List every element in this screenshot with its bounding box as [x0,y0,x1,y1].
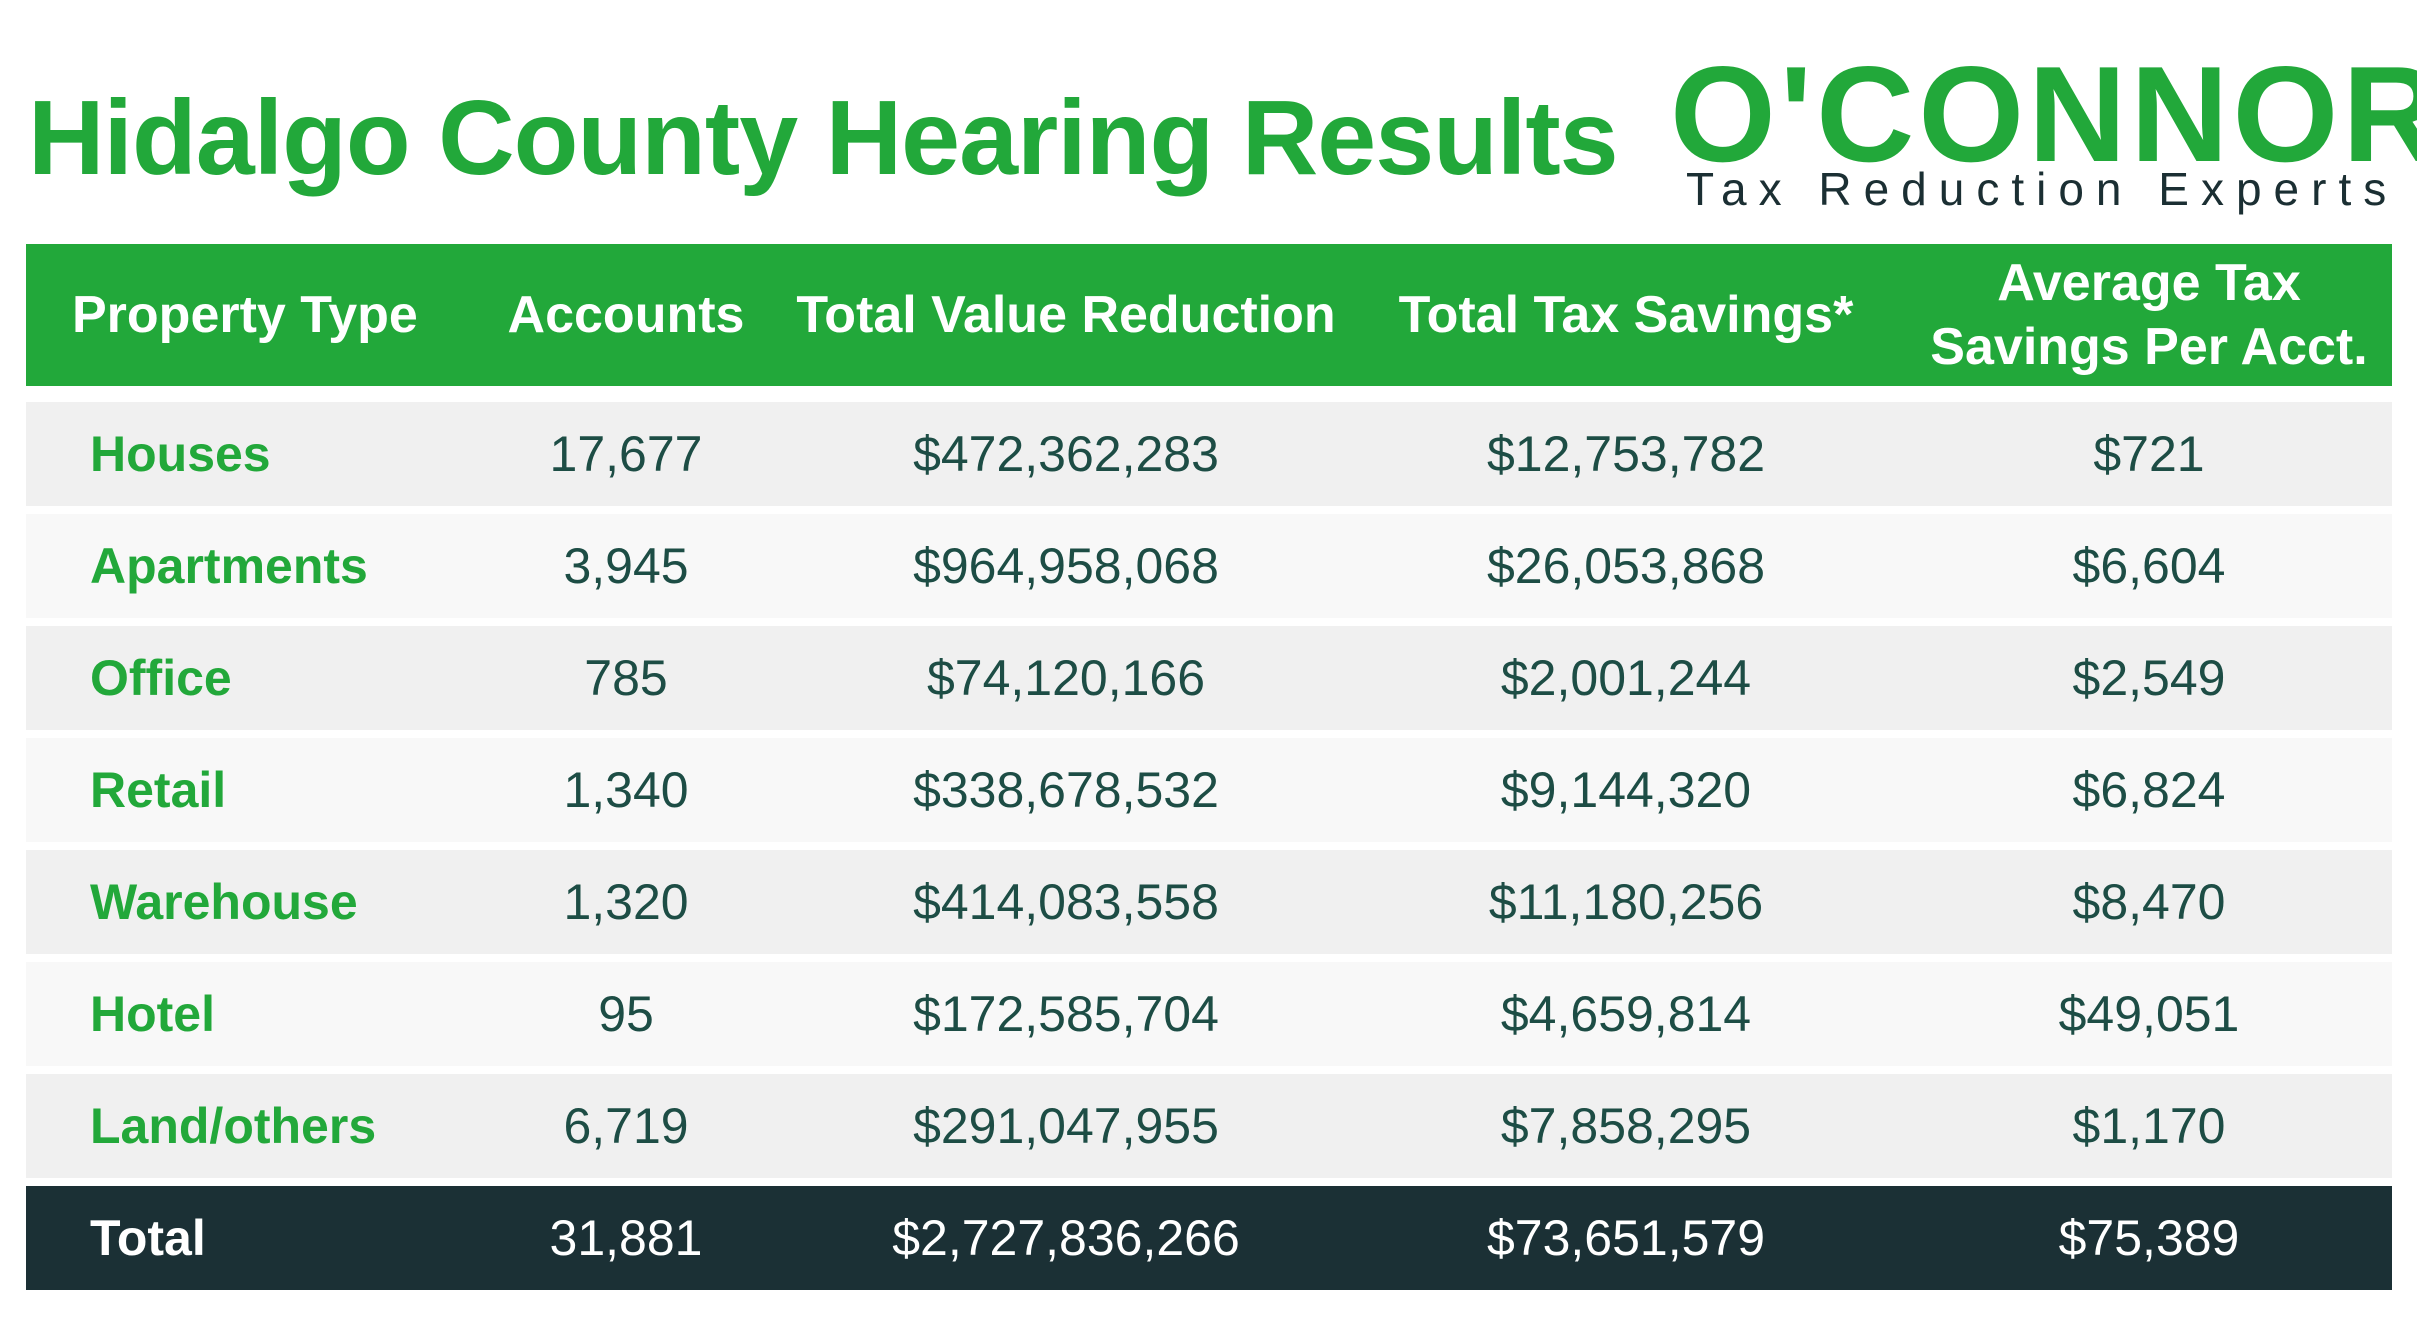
property-type-cell: Land/others [90,1098,377,1154]
table-row: Warehouse 1,320 $414,083,558 $11,180,256… [26,850,2392,954]
accounts-cell: 1,320 [563,874,689,930]
table-header-row: Property Type Accounts Total Value Reduc… [26,244,2392,386]
table-row: Retail 1,340 $338,678,532 $9,144,320 $6,… [26,738,2392,842]
table-row: Land/others 6,719 $291,047,955 $7,858,29… [26,1074,2392,1178]
avg-savings-cell: $6,604 [2072,538,2226,594]
tax-savings-cell: $12,753,782 [1486,426,1766,482]
property-type-cell: Apartments [90,538,368,594]
tax-savings-cell: $11,180,256 [1488,874,1764,930]
header-accounts: Accounts [507,286,745,344]
value-reduction-cell: $338,678,532 [913,762,1219,818]
property-type-cell: Retail [90,762,227,818]
table-row: Houses 17,677 $472,362,283 $12,753,782 $… [26,402,2392,506]
logo-tagline: Tax Reduction Experts [1686,163,2399,215]
oconnor-logo: O'CONNOR Tax Reduction Experts [1670,44,2417,215]
total-tax-savings-cell: $73,651,579 [1486,1210,1766,1266]
table-row: Office 785 $74,120,166 $2,001,244 $2,549 [26,626,2392,730]
logo-wordmark: O'CONNOR [1670,38,2417,190]
accounts-cell: 95 [598,986,654,1042]
property-type-cell: Warehouse [90,874,358,930]
property-type-cell: Houses [90,426,271,482]
avg-savings-cell: $1,170 [2072,1098,2226,1154]
avg-savings-cell: $2,549 [2072,650,2226,706]
value-reduction-cell: $414,083,558 [913,874,1219,930]
value-reduction-cell: $291,047,955 [913,1098,1219,1154]
table-row: Apartments 3,945 $964,958,068 $26,053,86… [26,514,2392,618]
table-total-row: Total 31,881 $2,727,836,266 $73,651,579 … [26,1186,2392,1290]
accounts-cell: 3,945 [563,538,689,594]
accounts-cell: 1,340 [563,762,689,818]
tax-savings-cell: $9,144,320 [1500,762,1752,818]
property-type-cell: Office [90,650,232,706]
total-avg-savings-cell: $75,389 [2058,1210,2240,1266]
header-property-type: Property Type [72,286,418,344]
header-total-value-reduction: Total Value Reduction [796,286,1336,344]
accounts-cell: 17,677 [549,426,703,482]
avg-savings-cell: $721 [2093,426,2205,482]
total-accounts-cell: 31,881 [549,1210,703,1266]
value-reduction-cell: $472,362,283 [913,426,1219,482]
accounts-cell: 6,719 [563,1098,689,1154]
hearing-results-table: Property Type Accounts Total Value Reduc… [26,244,2392,1290]
page-title: Hidalgo County Hearing Results [28,79,1619,197]
avg-savings-cell: $8,470 [2072,874,2226,930]
avg-savings-cell: $6,824 [2072,762,2226,818]
tax-savings-cell: $4,659,814 [1500,986,1752,1042]
avg-savings-cell: $49,051 [2058,986,2240,1042]
header-average-tax-savings: Average Tax Savings Per Acct. [1930,254,2368,376]
table-row: Hotel 95 $172,585,704 $4,659,814 $49,051 [26,962,2392,1066]
tax-savings-cell: $2,001,244 [1500,650,1752,706]
tax-savings-cell: $26,053,868 [1486,538,1766,594]
value-reduction-cell: $172,585,704 [913,986,1219,1042]
tax-savings-cell: $7,858,295 [1500,1098,1752,1154]
property-type-cell: Hotel [90,986,215,1042]
total-value-reduction-cell: $2,727,836,266 [892,1210,1240,1266]
total-label-cell: Total [90,1210,206,1266]
accounts-cell: 785 [584,650,668,706]
value-reduction-cell: $964,958,068 [913,538,1219,594]
value-reduction-cell: $74,120,166 [926,650,1206,706]
header-total-tax-savings: Total Tax Savings* [1398,286,1854,344]
